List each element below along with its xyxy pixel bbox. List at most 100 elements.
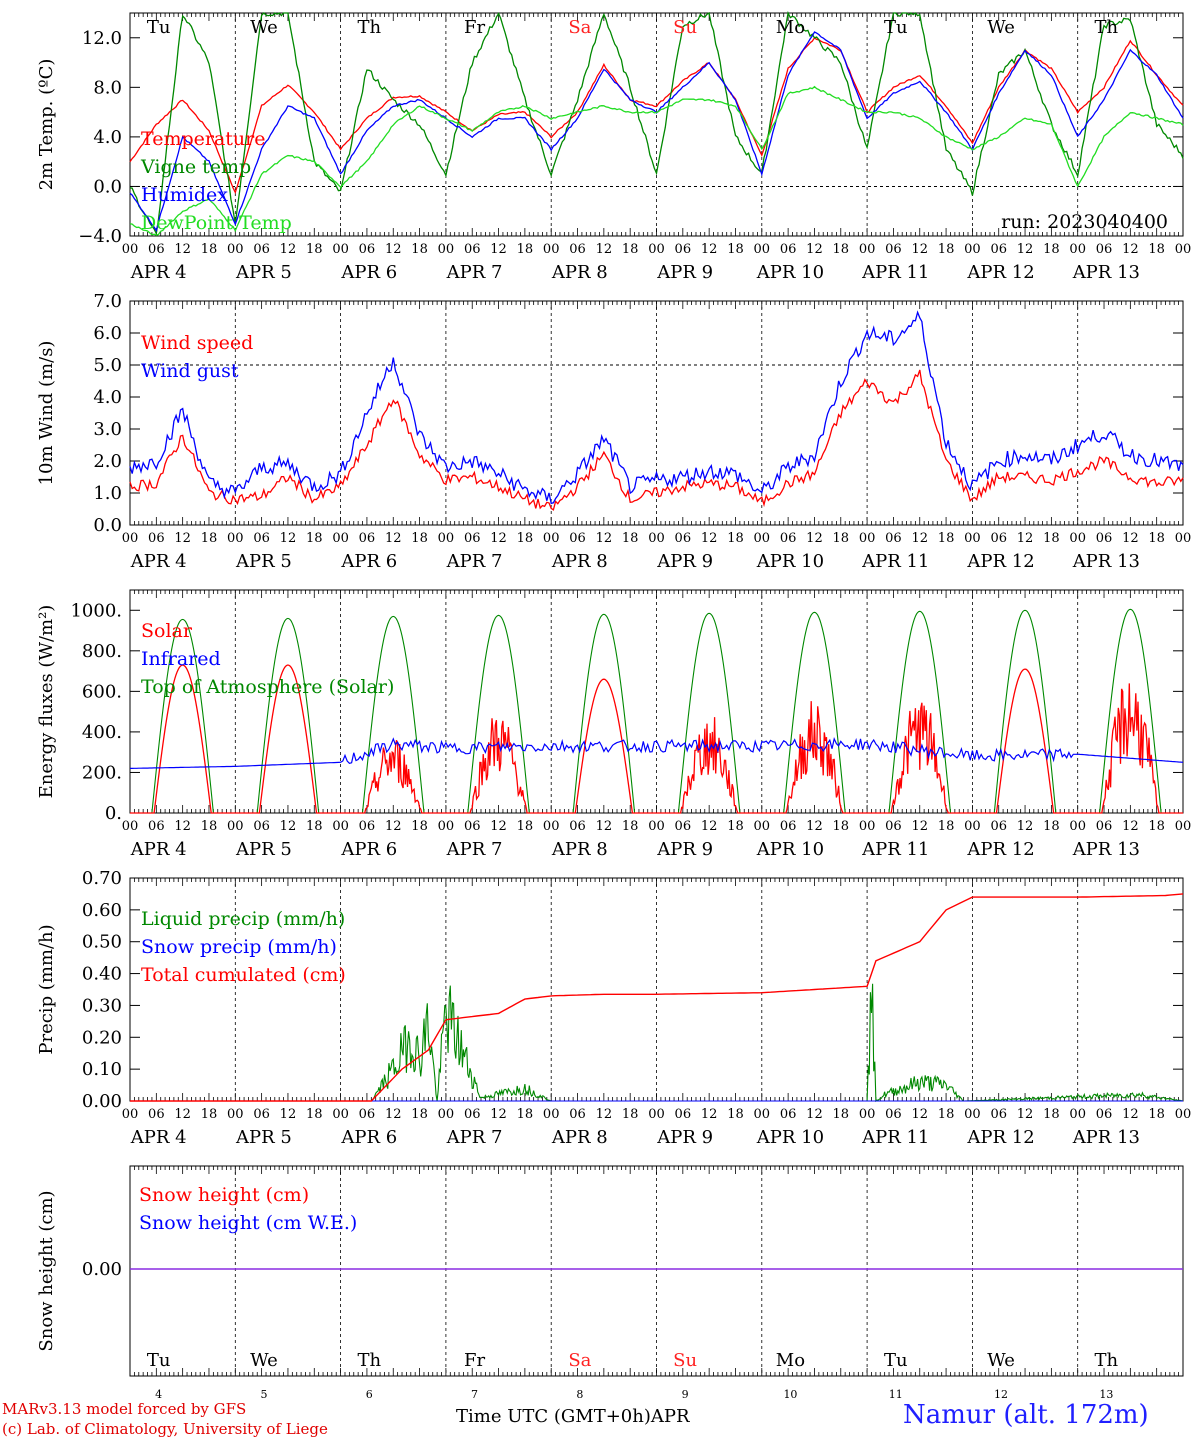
hour-tick-label: 06 [253, 531, 270, 546]
date-label: APR 12 [966, 839, 1034, 860]
hour-tick-label: 00 [122, 819, 139, 834]
legend-entry: Wind gust [141, 360, 239, 382]
x-axis-label: Time UTC (GMT+0h)APR [456, 1406, 690, 1427]
hour-tick-label: 00 [859, 531, 876, 546]
hour-tick-label: 12 [174, 1107, 191, 1122]
y-tick-label: 200. [82, 762, 122, 783]
hour-tick-label: 12 [174, 242, 191, 257]
weekday-label: Th [1095, 1350, 1119, 1371]
y-tick-label: 4.0 [93, 127, 122, 148]
date-label: APR 7 [446, 1127, 503, 1148]
hour-tick-label: 12 [701, 531, 718, 546]
hour-tick-label: 06 [885, 242, 902, 257]
hour-tick-label: 12 [806, 1107, 823, 1122]
hour-tick-label: 18 [938, 819, 955, 834]
hour-tick-label: 18 [727, 242, 744, 257]
hour-tick-label: 12 [701, 819, 718, 834]
hour-tick-label: 12 [1017, 1107, 1034, 1122]
y-tick-label: 800. [82, 641, 122, 662]
weekday-label: We [987, 1350, 1015, 1371]
weekday-label: Th [357, 1350, 381, 1371]
hour-tick-label: 06 [780, 1107, 797, 1122]
hour-tick-label: 18 [1043, 1107, 1060, 1122]
date-label: APR 8 [551, 551, 608, 572]
hour-tick-label: 00 [122, 1107, 139, 1122]
hour-tick-label: 00 [1175, 1107, 1192, 1122]
hour-tick-label: 00 [438, 1107, 455, 1122]
weekday-label: Mo [776, 17, 805, 38]
hour-tick-label: 06 [780, 531, 797, 546]
hour-tick-label: 18 [833, 242, 850, 257]
hour-tick-label: 06 [780, 819, 797, 834]
hour-tick-label: 18 [201, 242, 218, 257]
y-tick-label: 0.60 [82, 900, 122, 921]
hour-tick-label: 18 [833, 531, 850, 546]
hour-tick-label: 12 [174, 531, 191, 546]
date-label: APR 8 [551, 1127, 608, 1148]
hour-tick-label: 18 [938, 1107, 955, 1122]
hour-tick-label: 00 [1175, 819, 1192, 834]
weekday-label: We [987, 17, 1015, 38]
y-tick-label: 0.70 [82, 868, 122, 889]
hour-tick-label: 00 [332, 531, 349, 546]
date-label: APR 5 [235, 1127, 292, 1148]
date-label: APR 6 [340, 839, 397, 860]
legend-entry: Snow height (cm) [139, 1184, 309, 1206]
hour-tick-label: 00 [1069, 819, 1086, 834]
day-number-label: 7 [471, 1388, 478, 1401]
hour-tick-label: 00 [227, 819, 244, 834]
hour-tick-label: 12 [490, 531, 507, 546]
y-tick-label: 400. [82, 722, 122, 743]
hour-tick-label: 12 [911, 819, 928, 834]
hour-tick-label: 00 [648, 242, 665, 257]
date-label: APR 5 [235, 262, 292, 283]
hour-tick-label: 12 [1017, 242, 1034, 257]
hour-tick-label: 12 [490, 1107, 507, 1122]
date-label: APR 4 [130, 262, 187, 283]
y-tick-label: −4.0 [78, 226, 122, 247]
hour-tick-label: 18 [411, 819, 428, 834]
plot-frame [129, 589, 1184, 814]
hour-tick-label: 12 [596, 819, 613, 834]
hour-tick-label: 18 [1148, 242, 1165, 257]
hour-tick-label: 06 [148, 242, 165, 257]
y-tick-label: 7.0 [93, 291, 122, 312]
date-label: APR 12 [966, 262, 1034, 283]
x-axis-title: Time UTC (GMT+0h) [456, 1406, 651, 1427]
hour-tick-label: 12 [806, 531, 823, 546]
hour-tick-label: 00 [1175, 242, 1192, 257]
hour-tick-label: 06 [253, 242, 270, 257]
y-tick-label: 5.0 [93, 355, 122, 376]
hour-tick-label: 00 [438, 242, 455, 257]
date-label: APR 11 [861, 1127, 929, 1148]
weekday-label: Sa [568, 17, 591, 38]
hour-tick-label: 00 [543, 242, 560, 257]
weekday-label: Tu [147, 1350, 171, 1371]
hour-tick-label: 18 [938, 531, 955, 546]
y-tick-label: 4.0 [93, 387, 122, 408]
hour-tick-label: 06 [675, 242, 692, 257]
hour-tick-label: 06 [253, 1107, 270, 1122]
legend-entry: Snow precip (mm/h) [141, 936, 337, 958]
plot-frame [129, 12, 1184, 237]
legend-entry: Snow height (cm W.E.) [139, 1212, 357, 1234]
legend-entry: Top of Atmosphere (Solar) [141, 676, 394, 698]
hour-tick-label: 18 [201, 531, 218, 546]
hour-tick-label: 00 [648, 531, 665, 546]
series-line [129, 10, 1184, 236]
plot-frame [129, 300, 1184, 526]
hour-tick-label: 12 [385, 1107, 402, 1122]
y-tick-label: 12.0 [82, 28, 122, 49]
y-tick-label: 1000. [70, 600, 122, 621]
hour-tick-label: 18 [727, 531, 744, 546]
hour-tick-label: 06 [148, 531, 165, 546]
hour-tick-label: 06 [148, 1107, 165, 1122]
date-label: APR 13 [1072, 839, 1140, 860]
hour-tick-label: 18 [1043, 531, 1060, 546]
y-tick-label: 0.30 [82, 995, 122, 1016]
y-tick-label: 8.0 [93, 77, 122, 98]
y-axis-title: Snow height (cm) [36, 1190, 57, 1351]
hour-tick-label: 06 [464, 819, 481, 834]
date-label: APR 9 [656, 839, 713, 860]
hour-tick-label: 12 [701, 242, 718, 257]
